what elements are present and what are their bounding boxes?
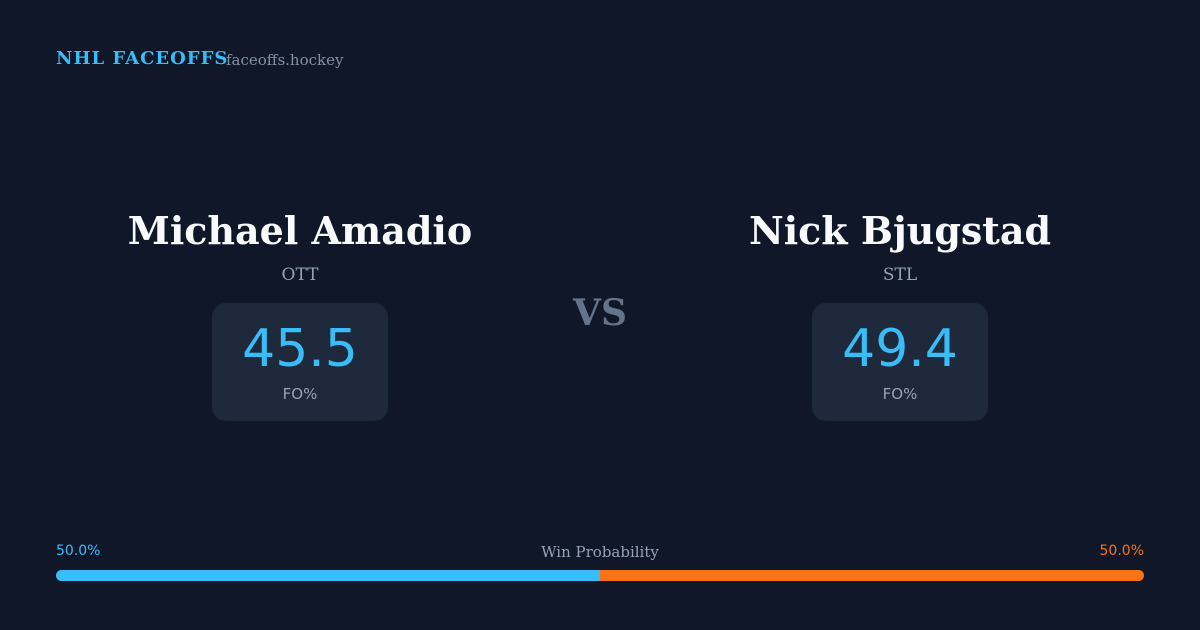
brand-title: NHL FACEOFFS xyxy=(56,48,229,69)
stat-box: 45.5 FO% xyxy=(212,303,388,421)
player-card: Michael Amadio OTT 45.5 FO% xyxy=(0,205,600,421)
right-segment xyxy=(600,570,1144,581)
player-name: Michael Amadio xyxy=(127,208,473,253)
left-segment xyxy=(56,570,600,581)
fo-value: 45.5 xyxy=(242,319,358,379)
team: OTT xyxy=(281,265,319,285)
right-probability: 50.0% xyxy=(1099,543,1144,559)
probability-label: Win Probability xyxy=(541,543,659,561)
versus: VS xyxy=(573,292,627,334)
probability-bar xyxy=(56,570,1144,581)
player-name: Nick Bjugstad xyxy=(748,208,1052,253)
fo-value: 49.4 xyxy=(842,319,958,379)
stat-box: 49.4 FO% xyxy=(812,303,988,421)
fo-label: FO% xyxy=(282,385,318,403)
team: STL xyxy=(882,265,918,285)
left-probability: 50.0% xyxy=(56,543,101,559)
player-card: Nick Bjugstad STL 49.4 FO% xyxy=(600,205,1200,421)
site-name: faceoffs.hockey xyxy=(226,51,344,69)
fo-label: FO% xyxy=(882,385,918,403)
